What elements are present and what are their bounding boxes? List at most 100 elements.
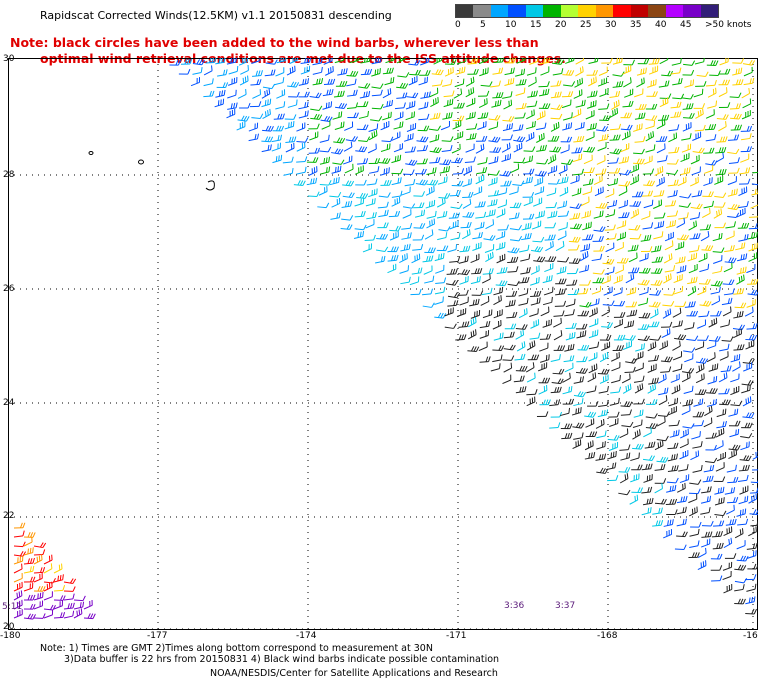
wind-barb: [628, 224, 641, 231]
wind-barb: [580, 243, 591, 252]
wind-barb: [601, 341, 611, 351]
wind-barb: [462, 229, 471, 240]
wind-barb: [485, 209, 496, 218]
wind-barb: [667, 406, 677, 416]
wind-barb: [275, 101, 286, 110]
wind-barb: [387, 254, 399, 262]
wind-barb: [626, 287, 637, 296]
wind-barb: [713, 476, 726, 483]
wind-barb: [727, 496, 739, 504]
wind-barb: [496, 208, 506, 218]
legend-tick-label: 45: [680, 20, 692, 30]
wind-barb: [216, 82, 229, 88]
wind-barb: [710, 553, 723, 560]
wind-barb: [436, 210, 448, 219]
wind-barb: [621, 373, 631, 384]
wind-barb: [446, 268, 458, 275]
wind-barb: [341, 215, 354, 221]
wind-barb: [465, 143, 475, 153]
wind-barb: [743, 362, 753, 372]
wind-barb: [470, 253, 480, 264]
wind-barb: [397, 72, 410, 78]
wind-barb: [300, 58, 312, 64]
wind-barb: [428, 125, 441, 131]
wind-barb: [747, 563, 758, 570]
wind-barb: [342, 192, 355, 199]
wind-barb: [391, 197, 401, 207]
wind-barb: [646, 91, 658, 97]
wind-barb: [309, 131, 319, 141]
wind-barb: [389, 231, 399, 241]
wind-barb: [467, 68, 479, 75]
wind-barb: [513, 136, 526, 143]
wind-barb: [734, 584, 745, 592]
wind-barb: [426, 210, 437, 219]
wind-barb: [641, 486, 653, 494]
wind-barb: [661, 70, 674, 77]
wind-barb: [529, 332, 541, 340]
wind-barb: [449, 256, 461, 263]
wind-barb: [656, 456, 669, 463]
wind-barb: [661, 328, 671, 339]
wind-barb: [708, 363, 719, 372]
wind-barb: [729, 428, 740, 438]
wind-barb: [285, 142, 295, 153]
wind-barb: [13, 530, 25, 538]
wind-barb: [560, 423, 573, 430]
wind-barb: [728, 167, 740, 174]
wind-barb: [648, 58, 660, 65]
wind-barb: [728, 449, 738, 459]
wind-barb: [699, 300, 712, 307]
wind-barb: [503, 99, 513, 110]
wind-barb: [518, 276, 530, 284]
legend-tick-label: 20: [555, 20, 567, 30]
wind-barb: [700, 231, 710, 242]
wind-barb: [329, 191, 342, 198]
wind-barb: [705, 79, 717, 87]
wind-barb: [472, 242, 482, 251]
wind-barb: [561, 432, 573, 440]
wind-barb: [694, 389, 707, 396]
wind-barb: [502, 123, 514, 132]
wind-barb: [690, 154, 700, 165]
wind-barb: [367, 143, 377, 154]
wind-barb: [742, 98, 752, 109]
wind-barb: [400, 243, 411, 252]
wind-barb: [556, 266, 567, 275]
wind-barb: [423, 265, 433, 275]
wind-barb: [438, 192, 451, 199]
wind-barb: [380, 120, 390, 131]
wind-barb: [239, 75, 249, 86]
lat-label: 30: [3, 54, 15, 64]
wind-barb: [63, 610, 75, 619]
wind-barb: [730, 400, 743, 407]
wind-barb: [656, 119, 666, 130]
wind-barb: [643, 427, 652, 438]
wind-barb: [371, 68, 381, 77]
wind-barb: [607, 475, 619, 482]
wind-barb: [692, 131, 702, 141]
wind-barb: [618, 156, 630, 164]
wind-barb: [672, 320, 683, 328]
wind-barb: [73, 608, 83, 619]
wind-barb: [667, 453, 678, 462]
wind-barb: [503, 344, 516, 351]
wind-barb: [654, 483, 663, 494]
wind-barb: [659, 93, 672, 99]
wind-barb: [63, 586, 76, 592]
wind-barb: [382, 99, 394, 108]
wind-barb: [634, 88, 644, 98]
wind-barb: [322, 88, 334, 97]
wind-barb: [656, 176, 665, 187]
wind-barb: [377, 201, 389, 209]
wind-barb: [672, 363, 683, 372]
wind-barb: [493, 332, 504, 341]
wind-barb: [662, 301, 675, 307]
wind-barb: [509, 225, 522, 231]
wind-barb: [722, 279, 735, 286]
wind-barb: [615, 264, 624, 275]
wind-barb: [710, 565, 723, 571]
wind-barb: [503, 362, 513, 373]
wind-barb: [732, 79, 744, 86]
wind-barb: [510, 163, 520, 174]
